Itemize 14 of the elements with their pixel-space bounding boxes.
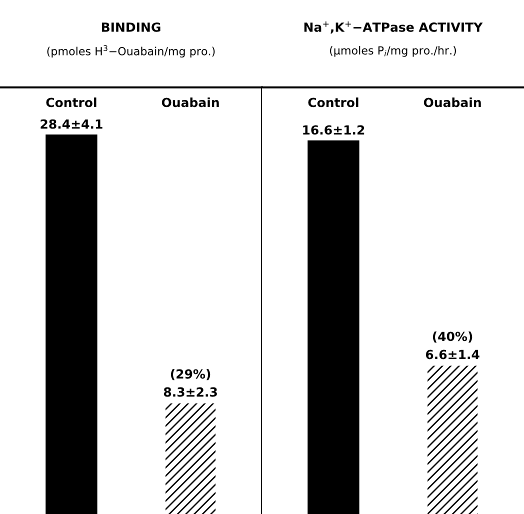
data-label: 16.6±1.2	[303, 125, 364, 135]
x-tick-label: Control	[46, 98, 96, 108]
x-tick-label: Control	[308, 98, 358, 108]
chart-title: Na$^{+}$,K$^{+}$−ATPase ACTIVITY	[304, 21, 483, 34]
annotation: (29%)	[170, 369, 210, 380]
x-tick-label: Ouabain	[424, 98, 481, 108]
annotation: (40%)	[432, 332, 472, 343]
data-label: 8.3±2.3	[164, 387, 217, 397]
x-tick-label: Ouabain	[162, 98, 219, 108]
chart-title: BINDING	[102, 22, 160, 32]
chart-subtitle: (pmoles H$^{3}$−Ouabain/mg pro.)	[47, 45, 215, 58]
data-label: 28.4±4.1	[40, 119, 102, 129]
chart-subtitle: (μmoles P$_{i}$/mg pro./hr.)	[330, 46, 456, 57]
data-label: 6.6±1.4	[426, 350, 480, 360]
